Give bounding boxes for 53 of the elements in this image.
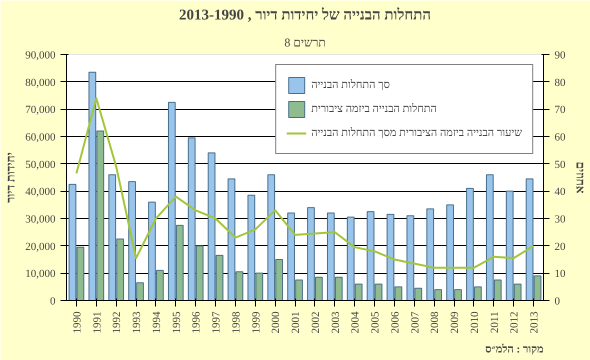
y-axis-title: יחידות דיור	[3, 152, 18, 203]
y2-tick-label: 0	[554, 296, 560, 308]
x-tick-label: 2002	[310, 312, 322, 334]
x-tick-label: 1991	[91, 312, 104, 334]
y2-tick-label: 10	[554, 268, 566, 280]
x-tick-label: 2011	[488, 312, 501, 334]
legend-label: סך התחלות הבנייה	[311, 79, 390, 91]
y-tick-label: 30,000	[25, 214, 56, 226]
x-tick-label: 1994	[150, 311, 163, 334]
x-tick-label: 2008	[429, 311, 442, 334]
y2-tick-label: 70	[554, 104, 566, 116]
x-tick-label: 1999	[250, 311, 262, 334]
x-tick-label: 2005	[370, 311, 382, 334]
y2-tick-label: 50	[554, 158, 566, 171]
x-tick-label: 2007	[409, 311, 422, 334]
chart-subtitle: תרשים 8	[284, 36, 326, 50]
x-tick-label: 1990	[71, 311, 84, 334]
y-tick-label: 80,000	[25, 76, 56, 89]
x-tick-label: 2010	[468, 311, 481, 334]
x-tick-label: 1993	[131, 311, 144, 334]
x-tick-label: 2001	[290, 312, 302, 334]
x-tick-label: 2012	[508, 312, 521, 334]
y2-tick-label: 90	[554, 50, 566, 62]
y2-tick-label: 40	[554, 186, 566, 198]
x-tick-label: 1992	[111, 312, 124, 334]
legend-label: שיעור הבנייה ביזמה הציבורית מסך התחלות הבנייה	[311, 127, 522, 139]
x-tick-label: 1997	[210, 311, 223, 334]
chart-title: התחלות הבנייה של יחידות דיור , 2013-1990	[178, 6, 432, 24]
x-tick-label: 2006	[389, 311, 402, 334]
y2-tick-label: 20	[554, 240, 566, 253]
x-tick-label: 2004	[350, 311, 362, 334]
y-tick-label: 10,000	[25, 268, 56, 280]
x-tick-label: 1995	[170, 311, 183, 334]
x-tick-label: 2013	[528, 311, 541, 334]
x-tick-label: 1996	[190, 311, 203, 334]
y2-tick-label: 60	[554, 132, 566, 144]
x-tick-label: 1998	[230, 311, 242, 334]
y-tick-label: 90,000	[25, 50, 56, 62]
y-tick-label: 70,000	[25, 104, 56, 116]
line-series	[75, 97, 535, 269]
y-tick-label: 60,000	[25, 132, 56, 144]
y-tick-label: 20,000	[25, 240, 56, 253]
legend-label: התחלות הבנייה ביזמה ציבורית	[311, 103, 437, 115]
y2-axis-title: אחוזים	[574, 162, 588, 194]
x-tick-label: 2009	[449, 311, 462, 334]
y2-tick-label: 30	[554, 214, 566, 226]
x-tick-label: 2003	[330, 311, 342, 334]
text: מקור : הלמ״ס	[485, 342, 544, 356]
x-tick-label: 2000	[270, 311, 282, 334]
y-tick-label: 40,000	[25, 186, 56, 198]
y-tick-label: 0	[50, 296, 56, 308]
y2-tick-label: 80	[554, 76, 566, 89]
y-tick-label: 50,000	[25, 158, 56, 171]
